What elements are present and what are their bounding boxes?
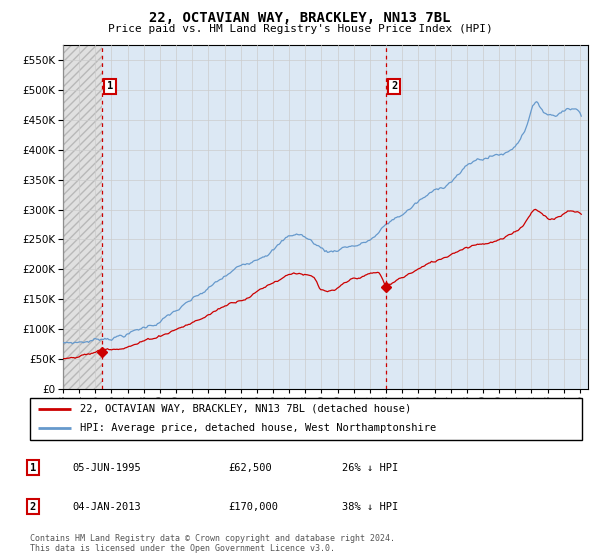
Text: 2: 2 bbox=[391, 81, 397, 91]
Text: Price paid vs. HM Land Registry's House Price Index (HPI): Price paid vs. HM Land Registry's House … bbox=[107, 24, 493, 34]
Text: 1: 1 bbox=[107, 81, 113, 91]
Text: 22, OCTAVIAN WAY, BRACKLEY, NN13 7BL: 22, OCTAVIAN WAY, BRACKLEY, NN13 7BL bbox=[149, 11, 451, 25]
Text: £62,500: £62,500 bbox=[228, 463, 272, 473]
Bar bbox=[102, 45, 588, 389]
Text: 2: 2 bbox=[30, 502, 36, 512]
Bar bbox=[63, 45, 102, 389]
Text: 26% ↓ HPI: 26% ↓ HPI bbox=[342, 463, 398, 473]
Text: Contains HM Land Registry data © Crown copyright and database right 2024.
This d: Contains HM Land Registry data © Crown c… bbox=[30, 534, 395, 553]
Text: 04-JAN-2013: 04-JAN-2013 bbox=[72, 502, 141, 512]
Text: 22, OCTAVIAN WAY, BRACKLEY, NN13 7BL (detached house): 22, OCTAVIAN WAY, BRACKLEY, NN13 7BL (de… bbox=[80, 404, 411, 414]
Text: £170,000: £170,000 bbox=[228, 502, 278, 512]
Text: HPI: Average price, detached house, West Northamptonshire: HPI: Average price, detached house, West… bbox=[80, 423, 436, 433]
Text: 05-JUN-1995: 05-JUN-1995 bbox=[72, 463, 141, 473]
Text: 1: 1 bbox=[30, 463, 36, 473]
Text: 38% ↓ HPI: 38% ↓ HPI bbox=[342, 502, 398, 512]
Bar bbox=[63, 45, 102, 389]
